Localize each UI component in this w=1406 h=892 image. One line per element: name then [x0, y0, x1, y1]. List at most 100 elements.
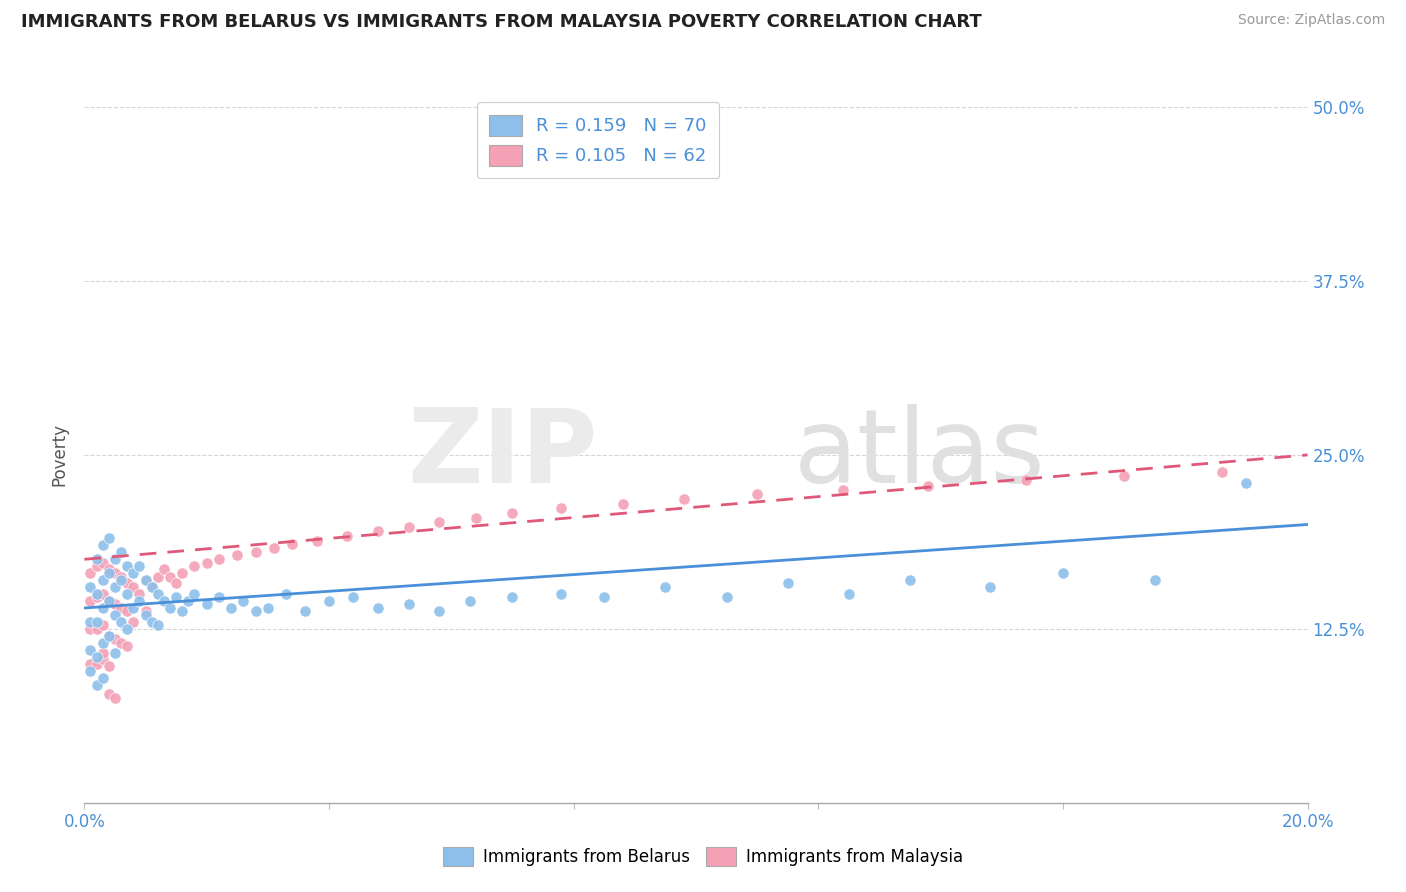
- Point: [318, 594, 340, 608]
- Point: [115, 622, 138, 636]
- Point: [115, 576, 138, 591]
- Point: [86, 587, 108, 601]
- Point: [398, 520, 420, 534]
- Point: [550, 500, 572, 515]
- Point: [104, 552, 127, 566]
- Point: [153, 594, 176, 608]
- Text: IMMIGRANTS FROM BELARUS VS IMMIGRANTS FROM MALAYSIA POVERTY CORRELATION CHART: IMMIGRANTS FROM BELARUS VS IMMIGRANTS FR…: [21, 13, 981, 31]
- Point: [502, 507, 524, 521]
- Point: [1015, 473, 1038, 487]
- Point: [219, 601, 242, 615]
- Point: [612, 497, 634, 511]
- Point: [91, 601, 114, 615]
- Point: [97, 562, 120, 576]
- Point: [122, 566, 145, 581]
- Point: [458, 594, 481, 608]
- Point: [153, 562, 176, 576]
- Point: [115, 559, 138, 574]
- Point: [97, 629, 120, 643]
- Y-axis label: Poverty: Poverty: [51, 424, 69, 486]
- Point: [245, 604, 267, 618]
- Point: [1052, 566, 1074, 581]
- Point: [128, 594, 150, 608]
- Point: [672, 492, 695, 507]
- Point: [165, 576, 187, 591]
- Point: [342, 590, 364, 604]
- Point: [79, 657, 101, 671]
- Point: [195, 597, 218, 611]
- Point: [110, 545, 132, 559]
- Point: [122, 580, 145, 594]
- Point: [917, 478, 939, 492]
- Point: [367, 601, 389, 615]
- Point: [135, 604, 157, 618]
- Point: [104, 566, 127, 581]
- Point: [79, 622, 101, 636]
- Point: [146, 587, 169, 601]
- Point: [79, 642, 101, 657]
- Point: [104, 607, 127, 622]
- Point: [110, 573, 132, 587]
- Point: [97, 687, 120, 701]
- Point: [91, 617, 114, 632]
- Point: [165, 590, 187, 604]
- Point: [97, 629, 120, 643]
- Point: [110, 601, 132, 615]
- Point: [263, 541, 285, 556]
- Point: [91, 557, 114, 571]
- Point: [281, 537, 304, 551]
- Point: [86, 615, 108, 629]
- Legend: Immigrants from Belarus, Immigrants from Malaysia: Immigrants from Belarus, Immigrants from…: [434, 838, 972, 875]
- Point: [1211, 465, 1233, 479]
- Point: [128, 559, 150, 574]
- Point: [195, 557, 218, 571]
- Point: [97, 566, 120, 581]
- Point: [146, 617, 169, 632]
- Point: [79, 615, 101, 629]
- Point: [97, 594, 120, 608]
- Point: [838, 587, 860, 601]
- Point: [367, 524, 389, 539]
- Point: [979, 580, 1001, 594]
- Text: ZIP: ZIP: [408, 404, 598, 506]
- Point: [232, 594, 254, 608]
- Point: [79, 566, 101, 581]
- Point: [427, 515, 450, 529]
- Point: [86, 677, 108, 691]
- Point: [502, 590, 524, 604]
- Point: [716, 590, 738, 604]
- Point: [104, 597, 127, 611]
- Point: [86, 559, 108, 574]
- Point: [104, 646, 127, 660]
- Point: [79, 594, 101, 608]
- Point: [159, 601, 181, 615]
- Point: [550, 587, 572, 601]
- Point: [159, 570, 181, 584]
- Point: [91, 538, 114, 552]
- Point: [91, 652, 114, 666]
- Point: [183, 587, 205, 601]
- Point: [1114, 468, 1136, 483]
- Point: [398, 597, 420, 611]
- Point: [146, 570, 169, 584]
- Point: [294, 604, 316, 618]
- Point: [172, 566, 194, 581]
- Point: [86, 649, 108, 664]
- Point: [91, 587, 114, 601]
- Point: [747, 487, 769, 501]
- Point: [110, 615, 132, 629]
- Point: [464, 510, 486, 524]
- Point: [79, 664, 101, 678]
- Point: [104, 632, 127, 646]
- Point: [141, 615, 163, 629]
- Point: [831, 483, 853, 497]
- Point: [91, 636, 114, 650]
- Point: [110, 636, 132, 650]
- Point: [86, 590, 108, 604]
- Point: [172, 604, 194, 618]
- Text: Source: ZipAtlas.com: Source: ZipAtlas.com: [1237, 13, 1385, 28]
- Point: [245, 545, 267, 559]
- Point: [898, 573, 921, 587]
- Point: [104, 580, 127, 594]
- Point: [86, 622, 108, 636]
